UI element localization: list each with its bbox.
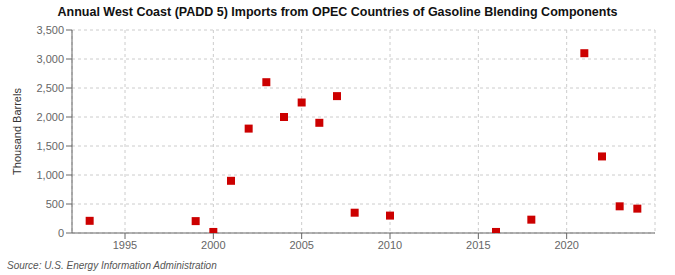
svg-text:500: 500 <box>46 198 64 210</box>
html-text:Source: U.S. Energy Informatio: Source: U.S. Energy Information Administ… <box>7 260 217 271</box>
svg-text:2,500: 2,500 <box>36 82 64 94</box>
svg-text:2005: 2005 <box>289 239 313 251</box>
svg-text:1,500: 1,500 <box>36 140 64 152</box>
svg-text:3,000: 3,000 <box>36 53 64 65</box>
svg-text:0: 0 <box>58 227 64 239</box>
svg-text:2020: 2020 <box>554 239 578 251</box>
svg-text:2,000: 2,000 <box>36 111 64 123</box>
svg-text:Thousand Barrels: Thousand Barrels <box>11 88 23 175</box>
svg-text:2000: 2000 <box>201 239 225 251</box>
html-text:Annual West Coast (PADD 5) Imp: Annual West Coast (PADD 5) Imports from … <box>57 5 618 19</box>
svg-text:2010: 2010 <box>378 239 402 251</box>
svg-text:3,500: 3,500 <box>36 24 64 36</box>
svg-text:1,000: 1,000 <box>36 169 64 181</box>
svg-text:2015: 2015 <box>466 239 490 251</box>
svg-text:1995: 1995 <box>113 239 137 251</box>
